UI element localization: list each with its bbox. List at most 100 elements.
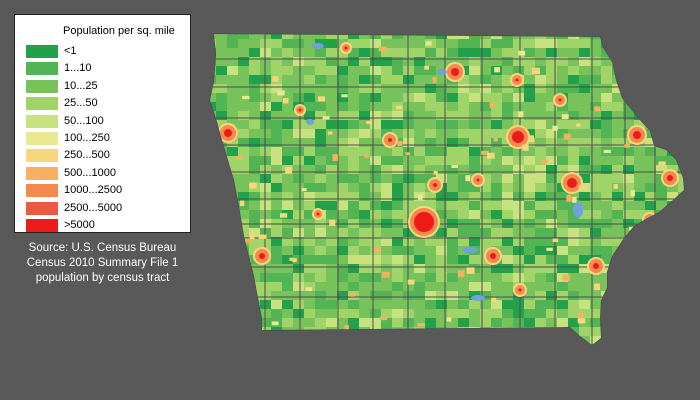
tract-patch — [557, 156, 569, 166]
tract-patch — [414, 48, 426, 58]
tract-patch — [623, 336, 635, 345]
tract-patch — [535, 327, 547, 337]
tract-patch — [689, 75, 700, 84]
tract-patch — [480, 165, 492, 175]
tract-patch — [557, 255, 569, 265]
tract-patch — [689, 48, 700, 57]
tract-patch — [590, 228, 602, 238]
tract-patch — [210, 93, 217, 103]
tract-patch — [337, 75, 349, 85]
tract-patch — [260, 345, 271, 354]
small-town — [417, 323, 426, 327]
tract-patch — [260, 129, 272, 139]
small-town — [577, 318, 586, 324]
small-town — [344, 325, 349, 332]
tract-patch — [282, 255, 294, 265]
tract-patch — [249, 120, 261, 130]
tract-patch — [271, 129, 283, 139]
tract-patch — [282, 273, 294, 283]
tract-patch — [634, 39, 646, 49]
tract-patch — [210, 75, 217, 85]
tract-patch — [502, 57, 514, 67]
tract-patch — [414, 318, 426, 328]
tract-patch — [381, 48, 393, 58]
tract-patch — [469, 165, 481, 175]
tract-patch — [210, 165, 217, 175]
tract-patch — [392, 282, 404, 292]
tract-patch — [447, 282, 459, 292]
tract-patch — [359, 138, 371, 148]
tract-patch — [447, 318, 459, 328]
tract-patch — [480, 210, 492, 220]
tract-patch — [667, 39, 679, 49]
tract-patch — [326, 192, 338, 202]
tract-patch — [260, 93, 272, 103]
tract-patch — [469, 318, 481, 328]
tract-patch — [480, 120, 492, 130]
tract-patch — [678, 201, 684, 211]
tract-patch — [590, 237, 602, 247]
tract-patch — [579, 309, 591, 319]
tract-patch — [227, 327, 239, 337]
urban-core — [567, 178, 577, 188]
tract-patch — [348, 201, 360, 211]
tract-patch — [612, 111, 624, 121]
tract-patch — [524, 300, 536, 310]
urban-area — [644, 214, 656, 226]
tract-patch — [447, 129, 459, 139]
tract-patch — [513, 318, 525, 328]
tract-patch — [557, 228, 569, 238]
tract-patch — [414, 165, 426, 175]
tract-patch — [480, 156, 492, 166]
tract-patch — [634, 282, 646, 292]
small-town — [457, 270, 465, 278]
tract-patch — [315, 246, 327, 256]
tract-patch — [315, 156, 327, 166]
tract-patch — [656, 66, 668, 76]
tract-patch — [623, 300, 635, 310]
tract-patch — [337, 264, 349, 274]
tract-patch — [216, 147, 228, 157]
tract-patch — [480, 273, 492, 283]
tract-patch — [271, 228, 283, 238]
tract-patch — [293, 93, 305, 103]
lake — [437, 69, 447, 75]
tract-patch — [210, 237, 217, 247]
tract-patch — [447, 102, 459, 112]
tract-patch — [590, 309, 602, 319]
tract-patch — [359, 327, 371, 337]
tract-patch — [524, 174, 536, 184]
tract-patch — [579, 93, 591, 103]
tract-patch — [634, 102, 646, 112]
tract-patch — [557, 327, 569, 337]
tract-patch — [293, 282, 305, 292]
tract-patch — [260, 174, 272, 184]
tract-patch — [491, 48, 503, 58]
tract-patch — [557, 57, 569, 67]
tract-patch — [216, 345, 227, 354]
small-town — [249, 182, 257, 189]
tract-patch — [249, 66, 261, 76]
tract-patch — [260, 300, 272, 310]
tract-patch — [436, 93, 448, 103]
small-town — [528, 135, 534, 142]
tract-patch — [249, 84, 261, 94]
tract-patch — [502, 120, 514, 130]
tract-patch — [210, 129, 217, 139]
small-town — [518, 111, 524, 118]
tract-patch — [568, 309, 580, 319]
tract-patch — [392, 228, 404, 238]
tract-patch — [458, 111, 470, 121]
tract-patch — [436, 273, 448, 283]
tract-patch — [414, 39, 426, 49]
tract-patch — [436, 201, 448, 211]
tract-patch — [502, 183, 514, 193]
tract-patch — [590, 84, 602, 94]
tract-patch — [579, 129, 591, 139]
tract-patch — [271, 291, 283, 301]
lake — [471, 295, 485, 301]
tract-patch — [513, 147, 525, 157]
small-town — [242, 95, 250, 100]
tract-patch — [315, 192, 327, 202]
tract-patch — [436, 165, 448, 175]
